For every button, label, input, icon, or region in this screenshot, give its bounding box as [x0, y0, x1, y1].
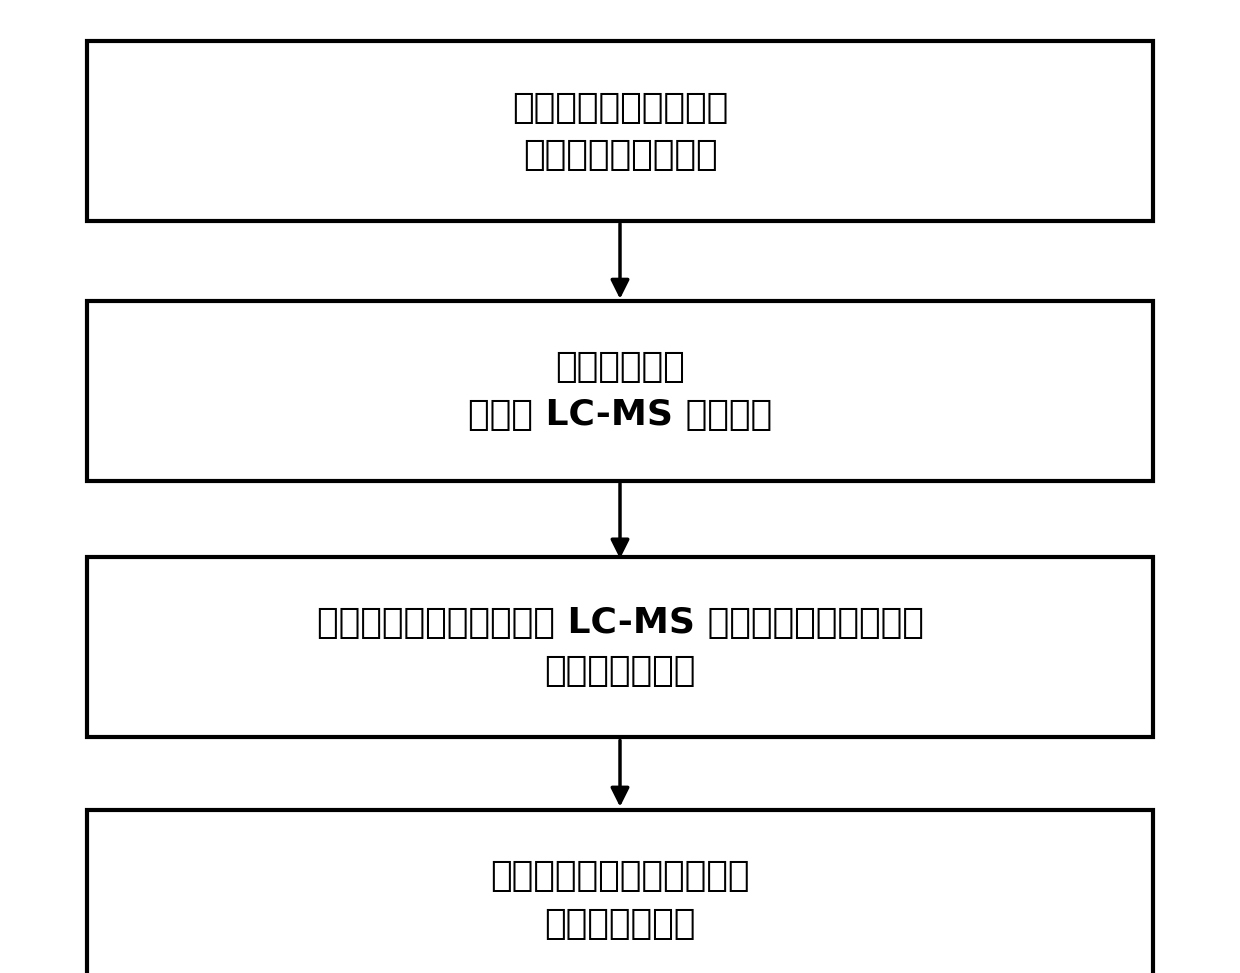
Text: 采用统计学的方法，进行 LC-MS 数据处理与模式识别，
寻找生物标志物: 采用统计学的方法，进行 LC-MS 数据处理与模式识别， 寻找生物标志物 [316, 606, 924, 688]
Text: 构建生物标志物的代谢通路
并进行通路分析: 构建生物标志物的代谢通路 并进行通路分析 [490, 859, 750, 941]
Text: 制备尿液样本
并获得 LC-MS 谱的数据: 制备尿液样本 并获得 LC-MS 谱的数据 [467, 350, 773, 432]
Text: 动物分组，造模实验，
收集并处理大鼠尿液: 动物分组，造模实验， 收集并处理大鼠尿液 [512, 90, 728, 172]
Bar [87, 557, 1153, 738]
Bar [87, 41, 1153, 222]
Bar [87, 810, 1153, 973]
Bar [87, 302, 1153, 482]
